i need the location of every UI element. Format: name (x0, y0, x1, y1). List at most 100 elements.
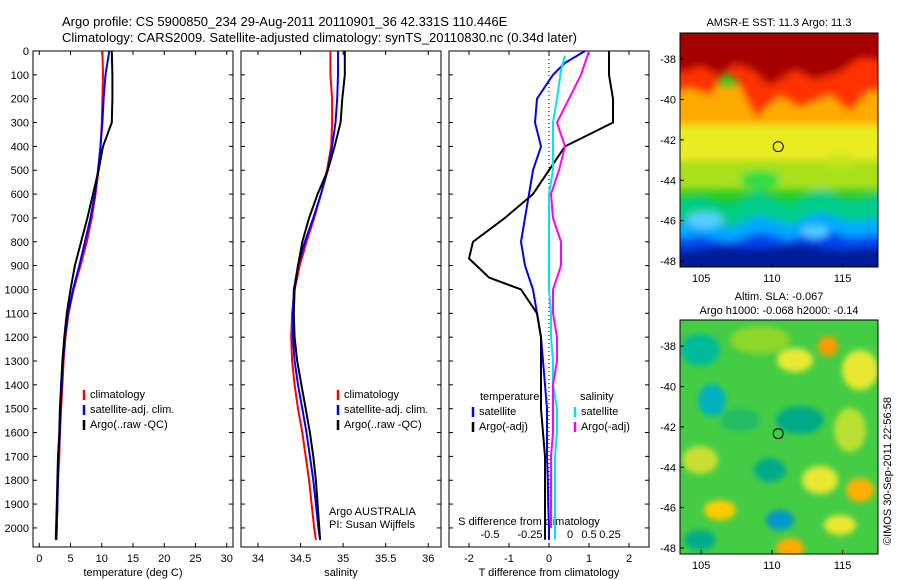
legend-label: climatology (90, 389, 146, 401)
x-tick-label: 0 (36, 553, 42, 565)
map-y-tick-label: -48 (660, 543, 676, 555)
series-line (467, 51, 614, 540)
legend-label: climatology (344, 389, 400, 401)
difference-panel: -2 -1 0 1 2 T difference from climatology -0.5… (448, 50, 650, 579)
y-tick-label: 900 (11, 261, 29, 273)
map-x-tick-label: 105 (692, 560, 710, 572)
imos-credit: ©IMOS 30-Sep-2011 22:56:58 (882, 397, 894, 545)
y-tick-label: 300 (11, 118, 29, 130)
legend-label: Argo(..raw -QC) (90, 419, 168, 431)
y-tick-label: 1200 (5, 332, 29, 344)
sla-map-frame (679, 319, 879, 555)
annotation-text: Argo AUSTRALIA (329, 506, 416, 518)
y-tick-label: 400 (11, 141, 29, 153)
legend-title: temperature (480, 391, 539, 403)
argo-float-marker (772, 428, 784, 440)
series-line (54, 50, 114, 540)
legend-label: satellite (581, 406, 618, 418)
y-tick-label: 100 (11, 70, 29, 82)
sla-map-title-2: Argo h1000: -0.068 h2000: -0.14 (699, 305, 858, 317)
map-y-tick-label: -40 (660, 95, 676, 107)
x-axis-label: salinity (324, 567, 358, 579)
legend-title: salinity (580, 391, 614, 403)
x-tick-label: -2 (464, 553, 474, 565)
plot-frame (32, 50, 234, 548)
x-tick-label: 34 (252, 553, 264, 565)
x-tick-label: 30 (221, 553, 233, 565)
y-tick-label: 1300 (5, 356, 29, 368)
x-tick-label: 1 (586, 553, 592, 565)
top-x-tick-label: 0 (567, 529, 573, 541)
map-y-tick-label: -40 (660, 382, 676, 394)
top-x-tick-label: 0.5 (581, 529, 596, 541)
map-x-tick-label: 110 (763, 273, 781, 285)
map-y-tick-label: -38 (660, 341, 676, 353)
x-tick-label: 5 (67, 553, 73, 565)
sst-map-panel: AMSR-E SST: 11.3 Argo: 11.3 105 110 115 -38… (660, 17, 879, 285)
map-x-tick-label: 115 (834, 273, 852, 285)
y-tick-label: 600 (11, 189, 29, 201)
y-tick-label: 800 (11, 237, 29, 249)
map-y-tick-label: -38 (660, 54, 676, 66)
sst-map-axes: 105 110 115 -38 -40 -42 -44 -46 -48 (660, 54, 851, 285)
x-tick-label: -1 (504, 553, 514, 565)
map-y-tick-label: -42 (660, 135, 676, 147)
legend-label: satellite-adj. clim. (90, 404, 174, 416)
x-tick-label: 15 (127, 553, 139, 565)
y-tick-label: 1500 (5, 404, 29, 416)
map-y-tick-label: -48 (660, 256, 676, 268)
sla-heatmap (680, 320, 878, 554)
sst-heatmap (680, 33, 878, 267)
y-tick-label: 1100 (5, 308, 29, 320)
map-y-tick-label: -44 (660, 462, 676, 474)
series-line (519, 50, 586, 540)
map-y-tick-label: -44 (660, 175, 676, 187)
map-y-tick-label: -42 (660, 422, 676, 434)
header-line1: Argo profile: CS 5900850_234 29-Aug-2011… (62, 14, 508, 29)
y-tick-label: 1800 (5, 475, 29, 487)
y-tick-label: 700 (11, 213, 29, 225)
series-line (292, 51, 346, 540)
y-tick-label: 1000 (5, 284, 29, 296)
map-x-tick-label: 105 (692, 273, 710, 285)
annotation-text: PI: Susan Wijffels (329, 519, 415, 531)
sla-map-axes: 105 110 115 -38 -40 -42 -44 -46 -48 (660, 341, 851, 572)
header-line2: Climatology: CARS2009. Satellite-adjuste… (62, 30, 577, 45)
x-axis-label: temperature (deg C) (83, 567, 182, 579)
x-tick-label: 10 (96, 553, 108, 565)
top-x-tick-label: -0.5 (481, 529, 500, 541)
top-x-tick-label: -0.25 (517, 529, 542, 541)
x-tick-label: 25 (189, 553, 201, 565)
legend-label: Argo(-adj) (479, 421, 528, 433)
y-tick-label: 1900 (5, 499, 29, 511)
y-tick-label: 0 (23, 46, 29, 58)
x-axis-label: T difference from climatology (479, 567, 620, 579)
legend-label: satellite (479, 406, 516, 418)
x-tick-label: 34.5 (290, 553, 311, 565)
x-tick-label: 2 (626, 553, 632, 565)
sla-map-title-1: Altim. SLA: -0.067 (735, 291, 824, 303)
x-tick-label: 0 (546, 553, 552, 565)
map-y-tick-label: -46 (660, 503, 676, 515)
map-x-tick-label: 115 (834, 560, 852, 572)
y-tick-label: 1400 (5, 380, 29, 392)
y-tick-label: 1600 (5, 428, 29, 440)
y-tick-label: 1700 (5, 451, 29, 463)
x-tick-label: 20 (158, 553, 170, 565)
y-tick-label: 2000 (5, 523, 29, 535)
top-x-tick-label: 0.25 (599, 529, 620, 541)
x-tick-label: 35 (337, 553, 349, 565)
legend-label: satellite-adj. clim. (344, 404, 428, 416)
argo-float-marker (772, 141, 784, 153)
x-tick-label: 36 (422, 553, 434, 565)
legend-label: Argo(..raw -QC) (344, 419, 422, 431)
sst-map-title: AMSR-E SST: 11.3 Argo: 11.3 (706, 17, 851, 29)
legend-label: Argo(-adj) (581, 421, 630, 433)
top-x-axis-label: S difference from climatology (458, 516, 600, 528)
sst-map-frame (679, 32, 879, 268)
sla-map-panel: Altim. SLA: -0.067 Argo h1000: -0.068 h2… (660, 291, 879, 572)
plot-frame (240, 50, 442, 548)
series-line (549, 50, 590, 528)
y-tick-label: 500 (11, 165, 29, 177)
